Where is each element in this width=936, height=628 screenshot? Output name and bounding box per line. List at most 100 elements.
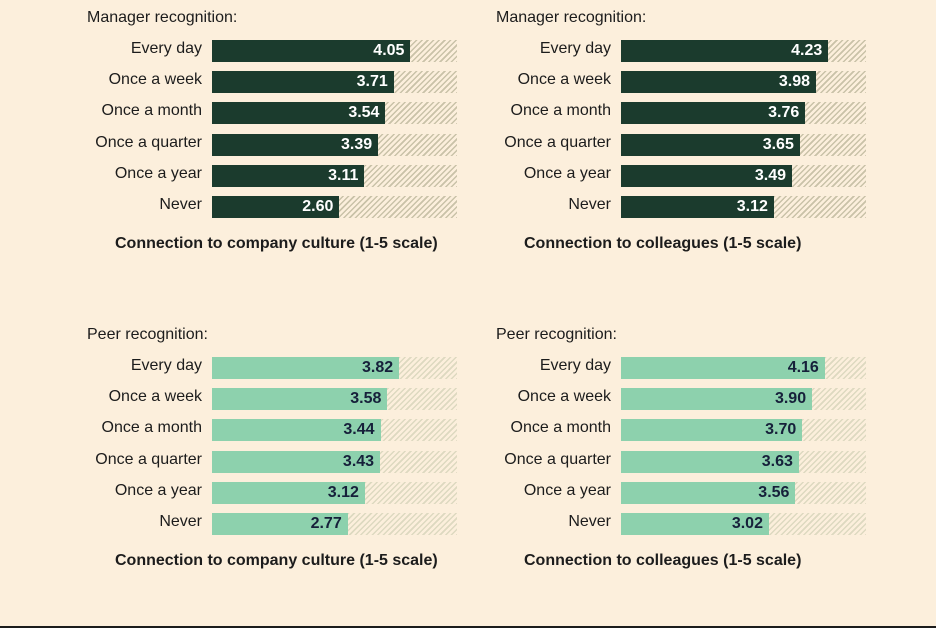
bar-track: 3.70 [621,419,866,442]
bar-value-label: 3.82 [362,359,394,376]
category-label: Once a week [108,71,202,89]
category-label: Every day [539,357,611,374]
bar-value-label: 3.54 [348,104,380,122]
bar-value-label: 3.70 [765,421,797,439]
category-label: Once a month [510,419,612,437]
category-label: Every day [539,40,611,57]
bar-value-label: 3.76 [768,104,800,122]
category-label: Once a week [517,388,611,406]
bar-track: 3.82 [212,357,457,379]
bar-track: 3.65 [621,133,866,156]
bar-value-label: 3.63 [761,452,793,470]
category-label: Never [568,196,611,213]
bar: 3.82 [212,357,400,379]
chart-panel: Manager recognition: Every day 4.05 Once a … [87,9,507,289]
bar-value-label: 3.11 [328,166,359,184]
category-label: Once a month [101,419,203,437]
bar-value-label: 3.49 [754,166,786,184]
divider [0,626,936,628]
bar-track: 3.54 [212,102,457,125]
bar-value-label: 3.12 [327,483,359,501]
category-label: Never [159,196,202,213]
axis-label: Connection to colleagues (1-5 scale) [524,552,802,569]
bar: 3.98 [621,71,817,94]
bar-track: 2.77 [212,513,457,535]
bar-track: 3.12 [621,196,866,218]
category-label: Once a quarter [504,450,611,468]
bar-track: 4.23 [621,40,866,62]
category-label: Once a quarter [504,133,611,151]
category-label: Once a week [517,71,611,89]
bar-value-label: 4.23 [791,42,823,59]
bar: 3.70 [621,419,803,442]
bar-value-label: 2.77 [310,515,342,532]
category-label: Once a year [523,164,611,182]
bar-track: 3.44 [212,419,457,442]
bar-value-label: 3.58 [350,390,382,408]
bar-value-label: 3.02 [731,515,763,532]
bar-value-label: 3.90 [774,390,807,408]
chart-panel: Manager recognition: Every day 4.23 Once a … [496,9,916,289]
bar-track: 3.12 [212,481,457,504]
bar-value-label: 3.39 [340,135,373,153]
bar-track: 4.16 [621,357,866,379]
category-label: Once a quarter [95,133,202,151]
bar: 4.05 [212,40,411,62]
axis-label: Connection to company culture (1-5 scale… [115,552,438,569]
bar-value-label: 2.60 [302,198,334,215]
bar-value-label: 4.16 [787,359,819,376]
bar-track: 3.49 [621,164,866,187]
category-label: Once a month [510,102,612,120]
bar: 3.12 [212,481,365,504]
bar: 3.12 [621,196,774,218]
axis-label: Connection to company culture (1-5 scale… [115,235,438,252]
category-label: Once a month [101,102,203,120]
bar: 3.43 [212,450,381,473]
bar: 3.58 [212,388,388,411]
chart-title: Manager recognition: [496,9,647,26]
bar: 3.02 [621,513,769,535]
bar: 3.49 [621,164,792,187]
bar-track: 4.05 [212,40,457,62]
bar-track: 3.71 [212,71,457,94]
bar-track: 3.11 [212,164,457,187]
bar: 3.71 [212,71,394,94]
chart-title: Manager recognition: [87,9,238,26]
bar-track: 3.43 [212,450,457,473]
bar-value-label: 4.05 [373,42,405,59]
bar-track: 3.56 [621,481,866,504]
axis-label: Connection to colleagues (1-5 scale) [524,235,802,252]
category-label: Once a year [114,481,202,499]
category-label: Every day [130,40,202,57]
bar-track: 3.39 [212,133,457,156]
bar-value-label: 3.43 [342,452,375,470]
chart-panel: Peer recognition: Every day 3.82 Once a wee… [87,326,507,606]
category-label: Once a year [523,481,611,499]
category-label: Once a week [108,388,202,406]
bar-value-label: 3.65 [762,135,794,153]
bar: 3.11 [212,164,365,187]
bar: 2.60 [212,196,340,218]
bar-value-label: 3.56 [758,483,790,501]
bar: 3.56 [621,481,796,504]
bar: 3.90 [621,388,813,411]
bar: 3.39 [212,133,379,156]
bar-value-label: 3.71 [356,73,388,91]
bar-value-label: 3.98 [778,73,811,91]
category-label: Once a year [114,164,202,182]
chart-title: Peer recognition: [87,326,208,343]
chart-panel: Peer recognition: Every day 4.16 Once a wee… [496,326,916,606]
chart-title: Peer recognition: [496,326,617,343]
bar-track: 3.63 [621,450,866,473]
bar: 3.76 [621,102,806,125]
bar-value-label: 3.44 [343,421,375,439]
bar: 3.44 [212,419,381,442]
bar: 3.65 [621,133,800,156]
bar-track: 3.58 [212,388,457,411]
bar: 4.23 [621,40,829,62]
category-label: Never [159,513,202,530]
bar-track: 3.90 [621,388,866,411]
bar-value-label: 3.12 [736,198,768,215]
bar: 2.77 [212,513,348,535]
bar: 3.54 [212,102,386,125]
